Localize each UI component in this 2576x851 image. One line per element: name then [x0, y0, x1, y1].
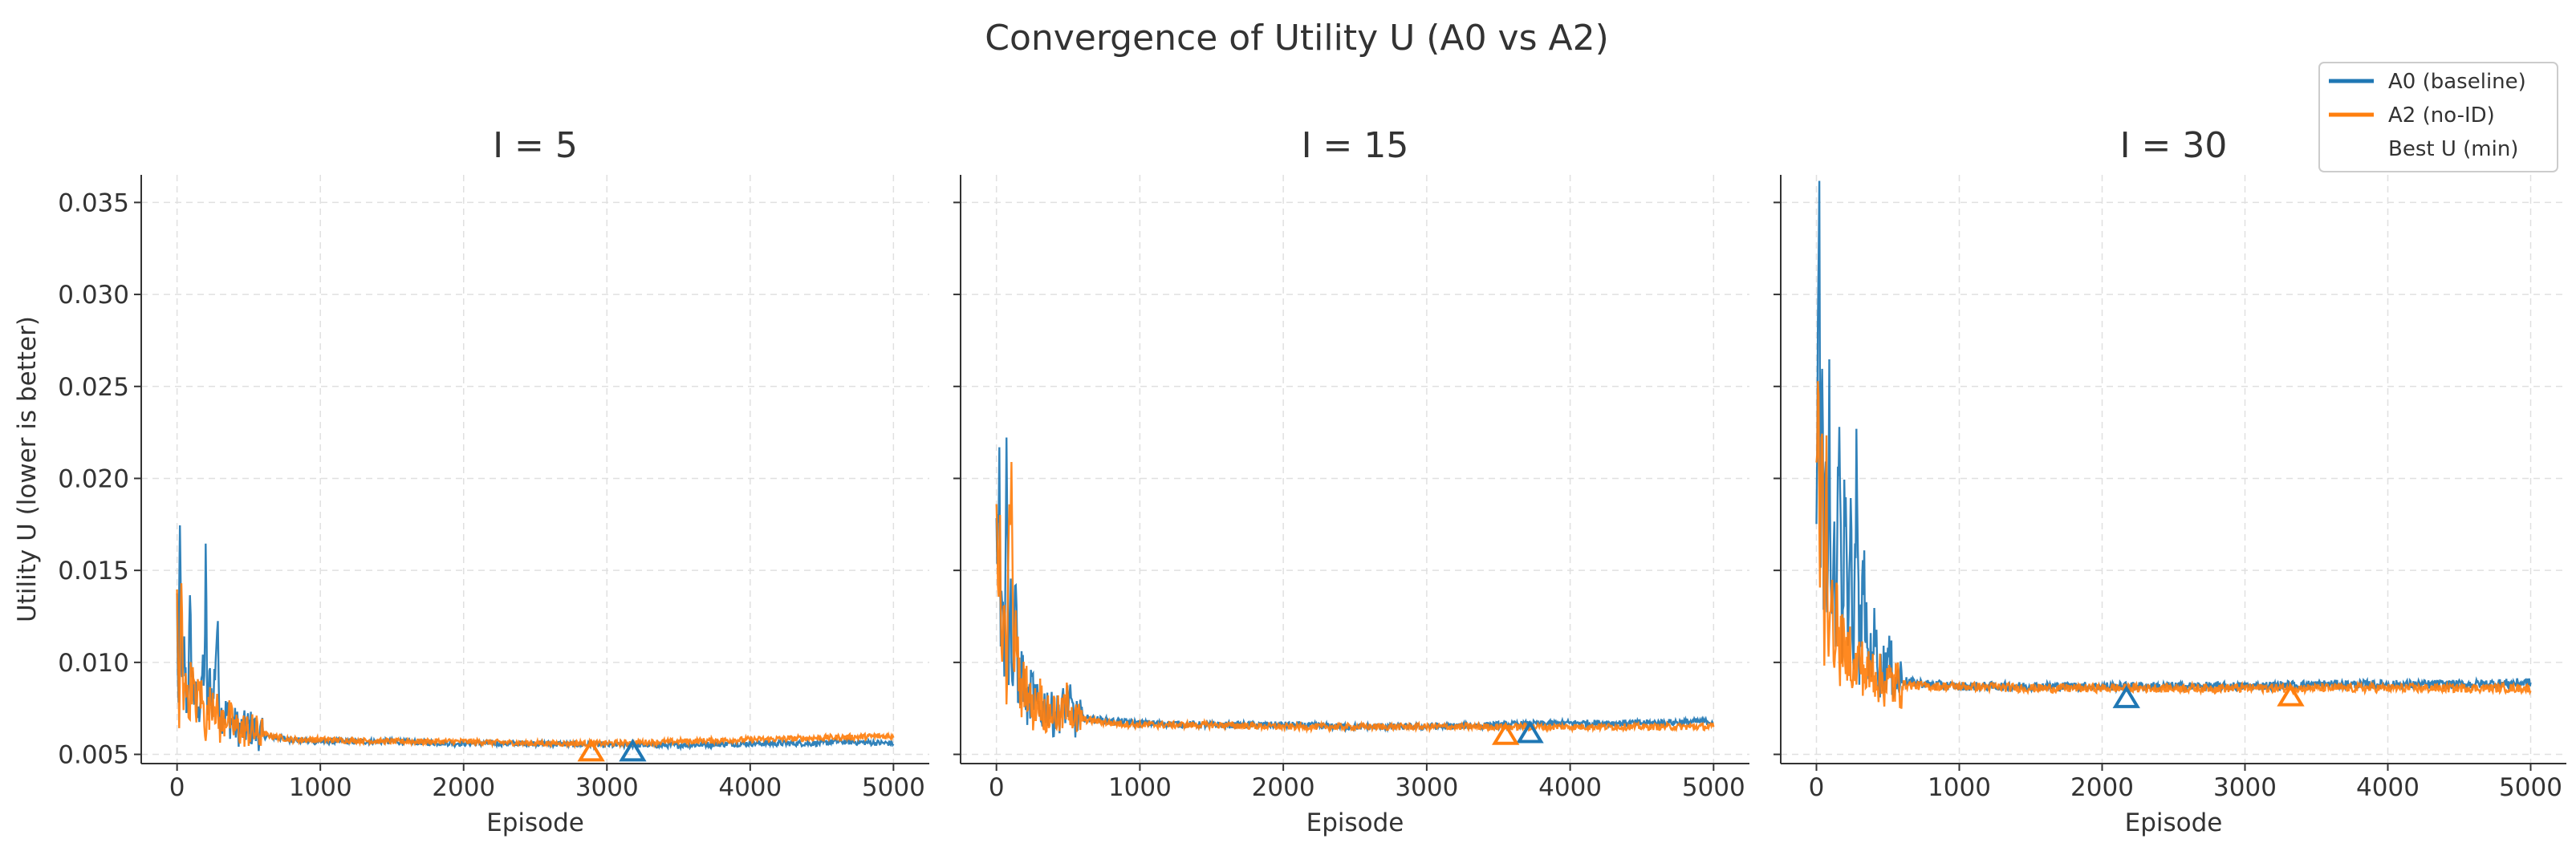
legend: A0 (baseline) A2 (no-ID) Best U (min) [2318, 62, 2558, 172]
x-tick-label: 4000 [1538, 773, 1602, 802]
series-line-a2 [995, 461, 1715, 735]
figure-title: Convergence of Utility U (A0 vs A2) [985, 18, 1609, 59]
y-tick-label: 0.035 [58, 188, 129, 217]
x-tick-label: 3000 [1395, 773, 1458, 802]
panels: 0 1000 2000 3000 4000 5000 0.005 0.010 0.015 0.02… [13, 125, 2566, 837]
y-tick-label: 0.025 [58, 373, 129, 402]
series-line-a0 [995, 437, 1714, 738]
series-line-a2 [176, 583, 895, 750]
best-marker-a2 [1491, 722, 1520, 745]
x-tick-label: 0 [1809, 773, 1825, 802]
x-tick-label: 2000 [2070, 773, 2134, 802]
x-tick-label: 1000 [289, 773, 352, 802]
x-tick-label: 1000 [1928, 773, 1991, 802]
x-axis-label: Episode [2125, 808, 2223, 837]
legend-frame [2318, 62, 2558, 172]
x-tick-label: 0 [169, 773, 185, 802]
legend-label-a2: A2 (no-ID) [2388, 103, 2495, 128]
x-tick-label: 4000 [718, 773, 782, 802]
y-axis-label: Utility U (lower is better) [13, 316, 42, 622]
y-tick-label: 0.015 [58, 557, 129, 586]
x-tick-label: 0 [989, 773, 1005, 802]
y-tick-label: 0.020 [58, 464, 129, 493]
legend-label-a0: A0 (baseline) [2388, 70, 2526, 94]
panel-title: I = 30 [2120, 125, 2228, 166]
x-tick-label: 5000 [2499, 773, 2562, 802]
x-tick-label: 5000 [862, 773, 925, 802]
x-tick-label: 5000 [1682, 773, 1745, 802]
panel-2: 0 1000 2000 3000 4000 5000 I = 15 Episode [953, 125, 1749, 837]
panel-1: 0 1000 2000 3000 4000 5000 0.005 0.010 0.015 0.02… [13, 125, 929, 837]
legend-label-best: Best U (min) [2388, 137, 2518, 161]
series-line-a0 [1815, 180, 2532, 700]
x-axis-label: Episode [486, 808, 584, 837]
best-marker-a0 [619, 738, 647, 762]
x-tick-label: 3000 [575, 773, 639, 802]
best-marker-a0 [1516, 719, 1544, 744]
y-tick-label: 0.030 [58, 281, 129, 310]
series-line-a0 [176, 525, 895, 752]
best-marker-a2 [577, 738, 605, 762]
x-axis-label: Episode [1306, 808, 1404, 837]
y-tick-label: 0.005 [58, 741, 129, 770]
x-tick-label: 1000 [1108, 773, 1172, 802]
panel-title: I = 5 [493, 125, 578, 166]
best-marker-a0 [2112, 685, 2140, 708]
y-tick-label: 0.010 [58, 649, 129, 678]
x-tick-label: 3000 [2213, 773, 2277, 802]
x-tick-label: 2000 [1252, 773, 1315, 802]
panel-3: 0 1000 2000 3000 4000 5000 I = 30 Episode [1774, 125, 2566, 837]
x-tick-label: 2000 [432, 773, 495, 802]
series-line-a2 [1815, 381, 2532, 709]
best-marker-a2 [2277, 683, 2305, 707]
panel-title: I = 15 [1302, 125, 1409, 166]
x-tick-label: 4000 [2356, 773, 2420, 802]
